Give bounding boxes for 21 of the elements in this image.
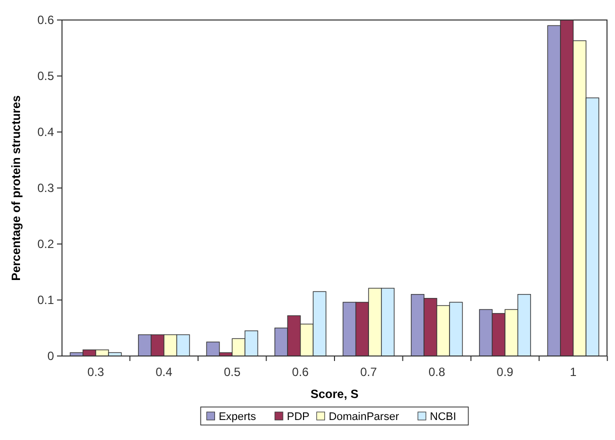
y-tick-label: 0.6 <box>37 13 54 28</box>
x-tick-label: 0.8 <box>428 365 446 379</box>
x-tick-label: 1 <box>570 365 577 379</box>
legend-label: Experts <box>218 410 256 423</box>
y-tick-label: 0.1 <box>37 293 54 308</box>
y-axis-title: Percentage of protein structures <box>9 94 23 281</box>
legend-label: DomainParser <box>328 410 400 423</box>
x-tick-label: 0.3 <box>87 365 104 379</box>
legend-label: PDP <box>286 410 310 423</box>
x-tick-label: 0.7 <box>360 365 378 379</box>
x-tick-label: 0.4 <box>156 365 173 379</box>
y-tick-label: 0.3 <box>37 181 54 196</box>
x-axis-title: Score, S <box>310 387 359 401</box>
y-tick-label: 0.5 <box>37 69 54 84</box>
y-tick-label: 0.2 <box>37 237 54 252</box>
x-tick-label: 0.6 <box>292 365 310 379</box>
x-tick-label: 0.9 <box>496 365 514 379</box>
y-tick-label: 0 <box>47 349 54 364</box>
y-tick-label: 0.4 <box>37 125 54 140</box>
x-tick-label: 0.5 <box>224 365 241 379</box>
legend-label: NCBI <box>430 410 456 423</box>
